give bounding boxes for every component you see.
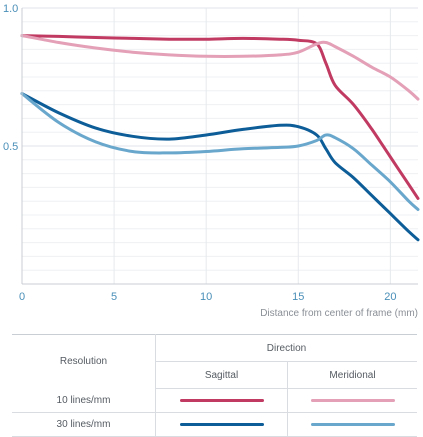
swatch-30-sagittal <box>179 422 264 426</box>
x-tick-label: 10 <box>200 291 212 303</box>
series-line-2 <box>20 92 420 242</box>
swatch-10-sagittal <box>179 398 264 402</box>
sagittal-header: Sagittal <box>155 361 288 389</box>
gridlines <box>21 7 418 284</box>
x-tick-label: 5 <box>111 291 117 303</box>
legend-table: Resolution Direction Sagittal Meridional… <box>12 334 417 437</box>
axes <box>21 8 418 285</box>
swatch-10-meridional <box>310 398 395 402</box>
swatch-30-meridional <box>310 422 395 426</box>
resolution-10-label: 10 lines/mm <box>12 388 156 413</box>
legend-row: 10 lines/mm <box>12 388 417 413</box>
x-axis-label: Distance from center of frame (mm) <box>260 308 418 319</box>
legend-row: 30 lines/mm <box>12 412 417 437</box>
meridional-header: Meridional <box>287 361 417 389</box>
series-line-3 <box>20 92 420 211</box>
direction-header: Direction <box>155 334 417 362</box>
resolution-30-label: 30 lines/mm <box>12 412 156 437</box>
series-line-0 <box>20 34 420 200</box>
tick-labels: 0 5 10 15 20 0.5 1.0 <box>3 3 396 303</box>
y-tick-label: 0.5 <box>3 141 18 153</box>
series-lines <box>20 34 420 242</box>
x-tick-label: 15 <box>292 291 304 303</box>
mtf-chart: 0 5 10 15 20 0.5 1.0 Distance from center of f… <box>3 3 420 319</box>
x-tick-label: 0 <box>19 291 25 303</box>
resolution-header: Resolution <box>12 334 156 389</box>
x-tick-label: 20 <box>384 291 396 303</box>
y-tick-label: 1.0 <box>3 3 18 15</box>
series-line-1 <box>20 34 420 101</box>
